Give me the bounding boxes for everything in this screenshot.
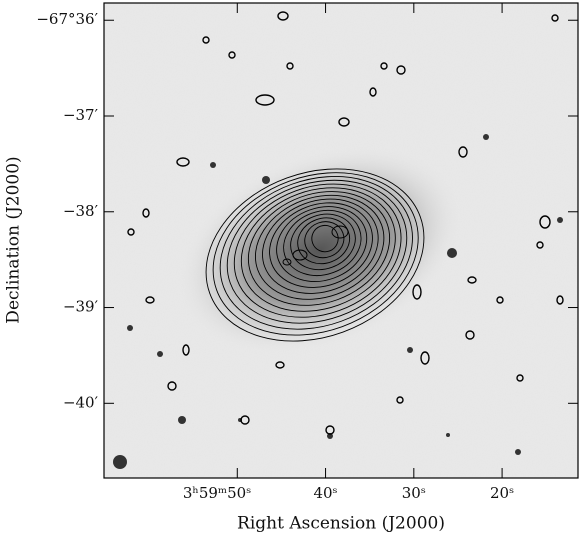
y-tick-label: −40′ [63,393,99,411]
contour [292,249,308,261]
x-axis-label: Right Ascension (J2000) [237,514,445,534]
frame [103,2,579,479]
contour [233,183,402,318]
contour [219,176,413,330]
contour [286,62,294,70]
star [157,351,163,357]
contour [396,65,406,75]
contour [254,194,385,300]
contour [262,198,379,294]
y-tick-label: −67°36′ [36,10,98,28]
contour [255,94,275,106]
x-tick-label: 40ˢ [313,484,337,502]
sky-image [104,3,578,478]
star [407,347,413,353]
contour [167,381,177,391]
contour [247,191,391,306]
star [557,217,563,223]
contour [290,213,356,271]
contour [283,209,362,276]
star [447,248,457,258]
y-axis-label: Declination (J2000) [4,156,24,323]
contour [325,425,335,435]
contour [331,225,349,239]
y-tick-label: −37′ [63,106,99,124]
contour [412,284,422,300]
contour [275,361,285,369]
contour [380,62,388,70]
star [483,134,489,140]
star [210,162,216,168]
star [178,416,186,424]
contour [496,296,504,304]
star [127,325,133,331]
contour [182,344,190,356]
contour [467,276,477,284]
x-tick-label: 3ʰ59ᵐ50ˢ [183,484,251,502]
contour [202,36,210,44]
star [446,433,450,437]
star [327,433,333,439]
contour [311,224,339,253]
contour [458,146,468,158]
contour [205,168,425,342]
contour [420,351,430,365]
contour [277,11,289,21]
contour [269,202,373,288]
x-tick-label: 30ˢ [402,484,426,502]
x-tick-label: 20ˢ [490,484,514,502]
contour [142,208,150,218]
contour [127,228,135,236]
contour [282,258,292,266]
contour [240,187,396,312]
contour [556,295,564,305]
contour [369,87,377,97]
contour [176,157,190,167]
y-tick-label: −39′ [63,298,99,316]
star [515,449,521,455]
contour [145,296,155,304]
contour [226,179,408,324]
contour [212,172,419,336]
contour [516,374,524,382]
contour [539,215,551,229]
contour [465,330,475,340]
contour [276,206,368,282]
star [113,455,127,469]
contour [396,396,404,404]
contour [304,221,345,259]
contour [228,51,236,59]
contour [551,14,559,22]
contour [338,117,350,127]
contour [240,415,250,425]
star [262,176,270,184]
y-tick-label: −38′ [63,202,99,220]
contour [536,241,544,249]
